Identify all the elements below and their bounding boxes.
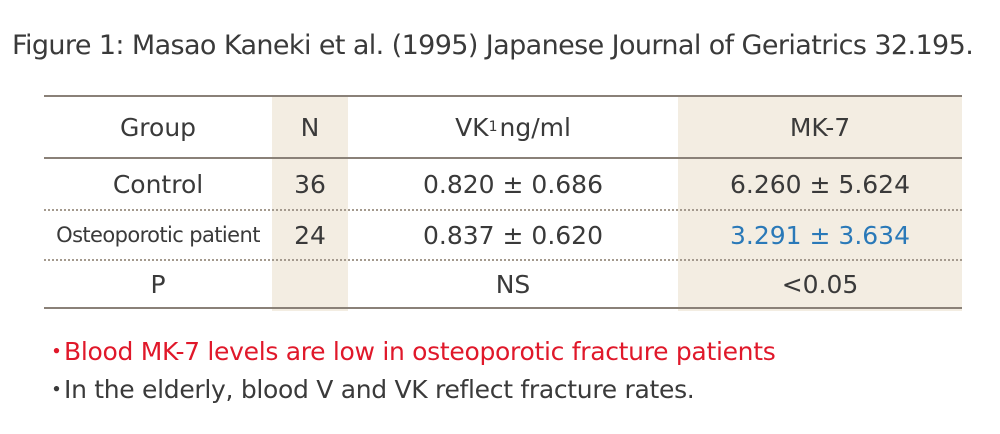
table-bottom-rule	[44, 307, 962, 309]
mk7-column-shading	[678, 95, 962, 311]
bullet-icon: ・	[44, 375, 69, 404]
results-table: Group N VK 1 ng/ml MK-7 Control 36 0.820 …	[44, 95, 962, 311]
header-vk-label: VK	[455, 112, 489, 142]
row-group: Control	[112, 169, 204, 199]
note-text: In the elderly, blood V and VK reflect f…	[64, 375, 695, 404]
row-mk7-highlighted: 3.291 ± 3.634	[730, 220, 910, 250]
note-text: Blood MK-7 levels are low in osteoporoti…	[64, 337, 776, 366]
table-top-rule	[44, 95, 962, 97]
header-rule	[44, 157, 962, 159]
row-vk: 0.837 ± 0.620	[423, 220, 603, 250]
note-item: ・In the elderly, blood V and VK reflect …	[44, 371, 775, 409]
table-row: Control 36 0.820 ± 0.686 6.260 ± 5.624	[44, 159, 962, 209]
table-header-row: Group N VK 1 ng/ml MK-7	[44, 97, 962, 157]
header-mk7: MK-7	[789, 112, 851, 142]
header-vk-unit: ng/ml	[499, 112, 571, 142]
row-vk: NS	[495, 269, 531, 299]
note-item: ・Blood MK-7 levels are low in osteoporot…	[44, 333, 776, 371]
row-n: 36	[294, 169, 326, 199]
notes-list: ・Blood MK-7 levels are low in osteoporot…	[44, 333, 776, 409]
row-divider	[44, 259, 962, 261]
bullet-icon: ・	[44, 337, 69, 366]
row-group: Osteoporotic patient	[56, 223, 260, 247]
row-n	[272, 261, 348, 307]
row-mk7: <0.05	[781, 269, 859, 299]
header-vk-subscript: 1	[488, 119, 498, 135]
header-group: Group	[119, 112, 197, 142]
figure-caption: Figure 1: Masao Kaneki et al. (1995) Jap…	[12, 30, 974, 61]
n-column-shading	[272, 95, 348, 311]
header-n: N	[300, 112, 320, 142]
row-n: 24	[294, 220, 326, 250]
table-row: P NS <0.05	[44, 261, 962, 307]
row-divider	[44, 209, 962, 211]
table-row: Osteoporotic patient 24 0.837 ± 0.620 3.…	[44, 211, 962, 259]
row-group: P	[150, 269, 166, 299]
row-vk: 0.820 ± 0.686	[423, 169, 603, 199]
header-vk: VK 1 ng/ml	[348, 97, 678, 157]
row-mk7: 6.260 ± 5.624	[730, 169, 910, 199]
